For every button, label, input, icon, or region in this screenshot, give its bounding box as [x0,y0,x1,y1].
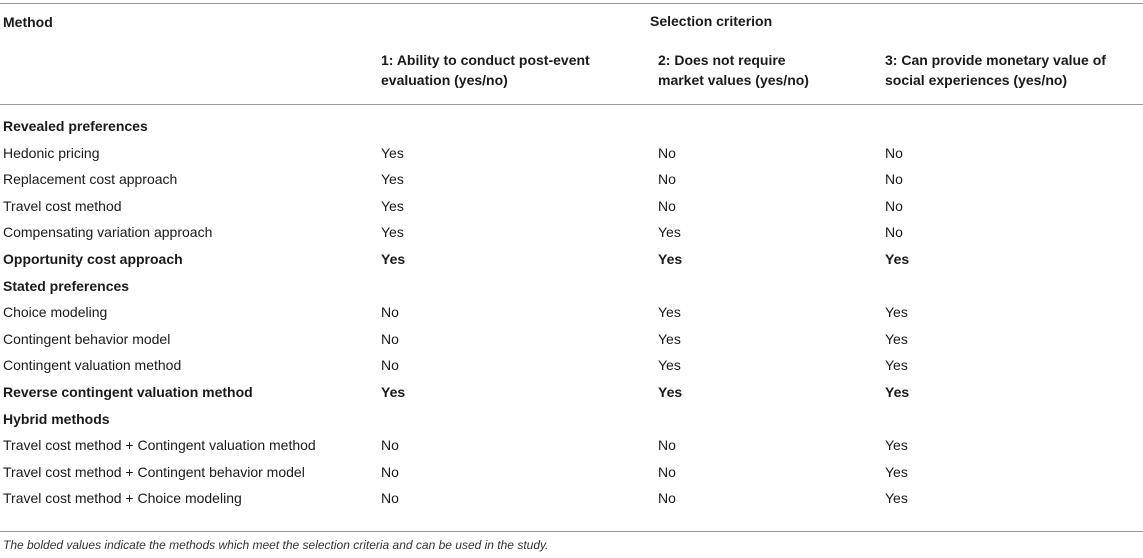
criterion-3-value: Yes [885,304,908,320]
criterion-1-value: No [381,464,399,480]
criterion-3-value: No [885,198,903,214]
criterion-1-value: Yes [381,198,404,214]
criterion-3-value: No [885,145,903,161]
criterion-1-value: No [381,331,399,347]
criterion-3-header: 3: Can provide monetary value of social … [885,50,1106,90]
criterion-1-value: Yes [381,171,404,187]
criterion-2-value: No [658,171,676,187]
criterion-1-header: 1: Ability to conduct post-event evaluat… [381,50,590,90]
criterion-3-value: Yes [885,251,910,267]
criterion-2-value: Yes [658,251,683,267]
criterion-3-value: Yes [885,331,908,347]
method-name: Travel cost method + Choice modeling [3,490,242,506]
method-name: Travel cost method + Contingent valuatio… [3,437,316,453]
criterion-2-value: Yes [658,384,683,400]
criterion-2-value: No [658,145,676,161]
criterion-3-line1: 3: Can provide monetary value of [885,52,1106,68]
criterion-2-value: Yes [658,357,681,373]
section-heading: Stated preferences [3,278,130,294]
criterion-3-value: Yes [885,384,910,400]
method-name: Replacement cost approach [3,171,178,187]
method-name: Choice modeling [3,304,108,320]
criterion-1-value: No [381,437,399,453]
table-bottom-rule [0,531,1143,532]
criterion-3-value: Yes [885,490,908,506]
criterion-1-value: Yes [381,224,404,240]
method-name: Compensating variation approach [3,224,213,240]
method-header: Method [3,14,53,30]
selection-criterion-header: Selection criterion [650,13,773,29]
criterion-1-value: Yes [381,384,406,400]
criterion-3-value: No [885,171,903,187]
method-name: Contingent valuation method [3,357,182,373]
method-name: Opportunity cost approach [3,251,183,267]
method-name: Travel cost method + Contingent behavior… [3,464,305,480]
criterion-2-value: Yes [658,331,681,347]
section-heading: Revealed preferences [3,118,148,134]
criterion-3-value: Yes [885,464,908,480]
criterion-3-value: No [885,224,903,240]
criterion-2-value: Yes [658,304,681,320]
criterion-3-value: Yes [885,437,908,453]
table-footnote: The bolded values indicate the methods w… [3,538,549,552]
method-name: Travel cost method [3,198,122,214]
criterion-1-value: Yes [381,251,406,267]
criterion-1-value: No [381,357,399,373]
criterion-3-value: Yes [885,357,908,373]
criterion-2-value: No [658,437,676,453]
criterion-1-value: No [381,490,399,506]
section-heading: Hybrid methods [3,411,110,427]
criterion-1-value: Yes [381,145,404,161]
criterion-2-value: No [658,198,676,214]
criterion-2-line1: 2: Does not require [658,52,786,68]
criterion-2-value: No [658,490,676,506]
table-top-rule [0,3,1143,4]
method-name: Contingent behavior model [3,331,171,347]
criterion-2-line2: market values (yes/no) [658,72,809,88]
method-name: Reverse contingent valuation method [3,384,253,400]
criterion-1-line1: 1: Ability to conduct post-event [381,52,590,68]
criterion-2-header: 2: Does not require market values (yes/n… [658,50,809,90]
method-name: Hedonic pricing [3,145,100,161]
criterion-3-line2: social experiences (yes/no) [885,72,1068,88]
criterion-2-value: Yes [658,224,681,240]
criterion-1-value: No [381,304,399,320]
criterion-1-line2: evaluation (yes/no) [381,72,508,88]
header-rule [0,104,1143,105]
criterion-2-value: No [658,464,676,480]
